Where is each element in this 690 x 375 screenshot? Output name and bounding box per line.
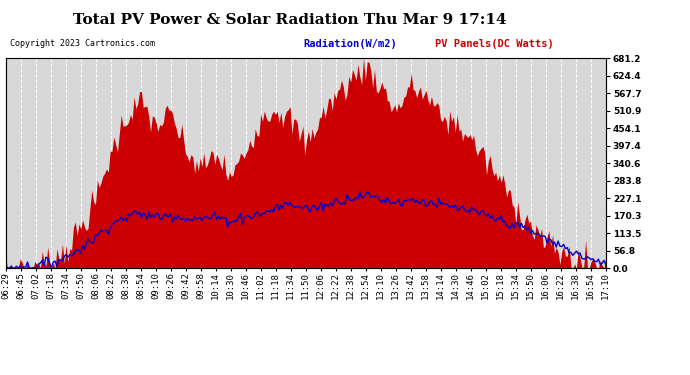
Text: Total PV Power & Solar Radiation Thu Mar 9 17:14: Total PV Power & Solar Radiation Thu Mar… [73, 13, 506, 27]
Text: Copyright 2023 Cartronics.com: Copyright 2023 Cartronics.com [10, 39, 155, 48]
Text: PV Panels(DC Watts): PV Panels(DC Watts) [435, 39, 553, 50]
Text: Radiation(W/m2): Radiation(W/m2) [304, 39, 397, 50]
